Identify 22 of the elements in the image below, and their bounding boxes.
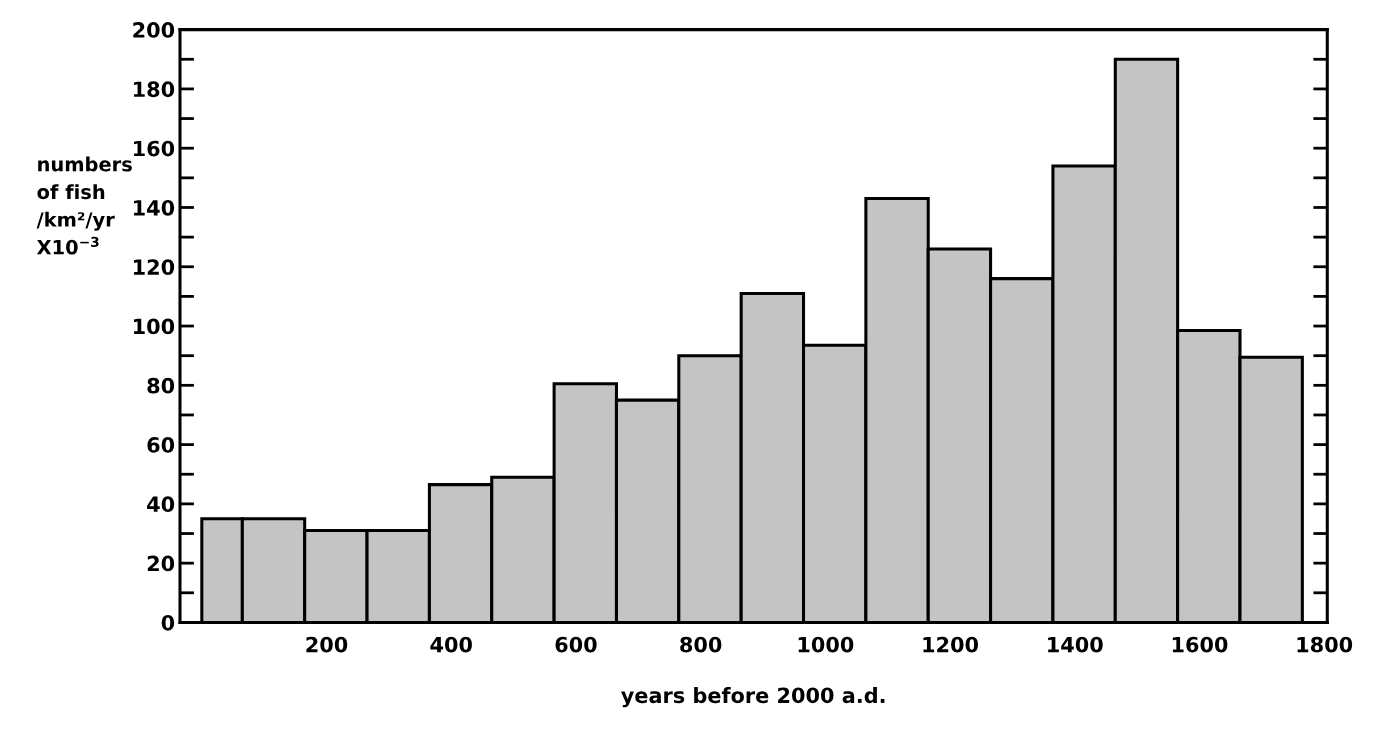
- y-tick-label: 0: [161, 614, 175, 631]
- x-tick-label: 600: [555, 636, 597, 653]
- y-axis-title: numbers of fish /km²/yr X10$^{−3}$: [36, 156, 132, 255]
- x-tick-label: 1000: [798, 636, 854, 653]
- y-tick-label: 140: [134, 199, 175, 216]
- x-tick-label: 1800: [1297, 636, 1353, 653]
- x-axis-title: years before 2000 a.d.: [620, 687, 885, 708]
- y-tick-label: 180: [134, 81, 175, 98]
- y-tick-label: 60: [147, 437, 175, 453]
- y-tick-label: 80: [147, 377, 175, 394]
- y-tick-label: 160: [134, 140, 175, 157]
- x-tick-label: 200: [306, 636, 348, 653]
- y-tick-label: 120: [134, 259, 175, 275]
- y-tick-label: 20: [147, 555, 175, 572]
- x-tick-label: 800: [680, 636, 722, 653]
- x-tick-label: 400: [430, 636, 472, 653]
- y-tick-label: 200: [133, 22, 175, 38]
- x-tick-label: 1400: [1048, 636, 1103, 653]
- x-tick-label: 1200: [923, 636, 979, 653]
- y-tick-label: 40: [147, 496, 175, 513]
- x-tick-label: 1600: [1172, 636, 1228, 653]
- y-tick-label: 100: [134, 318, 175, 335]
